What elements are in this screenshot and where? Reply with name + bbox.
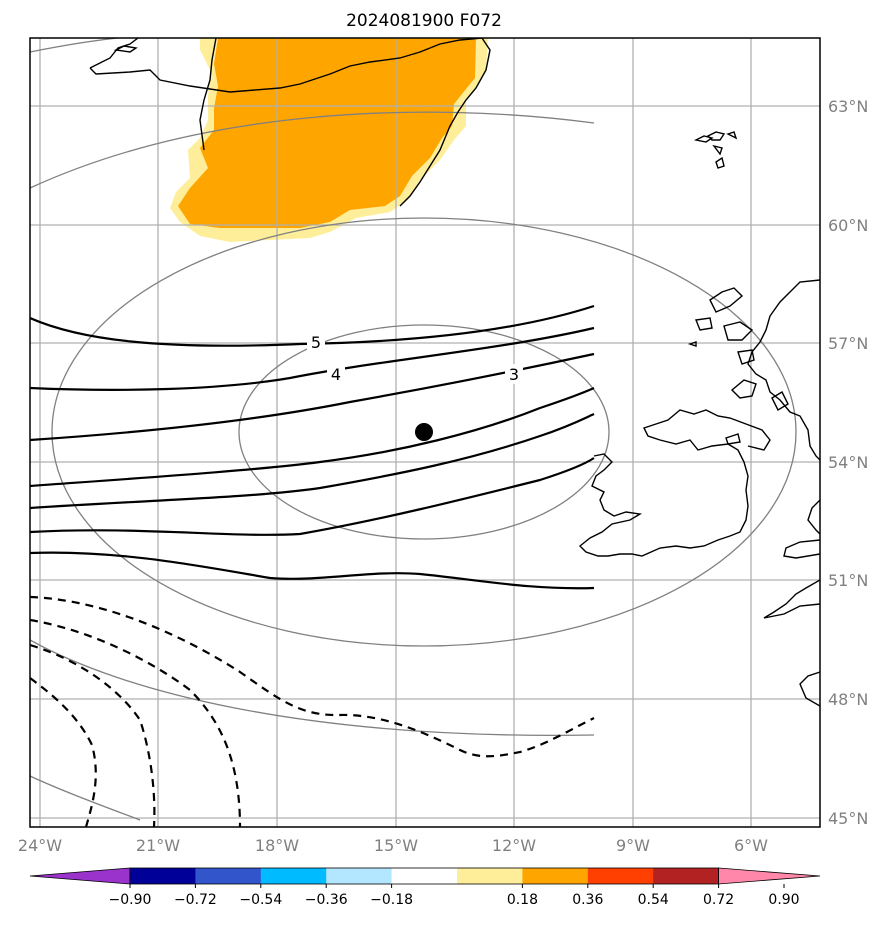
lat-label: 45°N (828, 809, 868, 828)
lon-label: 6°W (734, 836, 768, 855)
contour-5 (30, 304, 595, 347)
iceland-coast (89, 38, 483, 93)
shaded-field-orange (178, 38, 476, 228)
colorbar-extend-low (29, 867, 131, 885)
lon-label: 12°W (492, 836, 536, 855)
ireland-coast (578, 409, 771, 557)
lon-label: 15°W (374, 836, 418, 855)
colorbar-outline (129, 867, 719, 885)
gridlines (30, 38, 820, 827)
lon-label: 21°W (136, 836, 180, 855)
colorbar-tick-label: −0.72 (174, 892, 217, 908)
probability-ellipses (30, 38, 797, 821)
lat-label: 48°N (828, 690, 868, 709)
lon-label: 9°W (616, 836, 650, 855)
britain-west-coast (763, 499, 820, 707)
colorbar-segment (195, 868, 262, 884)
contour-label-3: 3 (509, 365, 519, 384)
colorbar-tick-label: −0.36 (305, 892, 348, 908)
lon-label: 24°W (18, 836, 62, 855)
dashed-contours (30, 595, 595, 827)
colorbar-segment (457, 868, 523, 884)
lon-tick-labels: 24°W 21°W 18°W 15°W 12°W 9°W 6°W (18, 836, 768, 855)
faroe-islands (693, 131, 738, 169)
contour-label-5: 5 (311, 333, 321, 352)
colorbar-tick-label: 0.36 (572, 892, 603, 908)
colorbar-tick-label: −0.18 (370, 892, 413, 908)
colorbar-segment (653, 868, 720, 884)
colorbar: −0.90 −0.72 −0.54 −0.36 −0.18 0.18 0.36 0.54 0.7… (29, 867, 821, 908)
colorbar-extend-high (718, 867, 821, 885)
colorbar-tick-label: 0.18 (507, 892, 538, 908)
lat-label: 51°N (828, 571, 868, 590)
lat-label: 54°N (828, 453, 868, 472)
coastlines (40, 38, 820, 707)
colorbar-tick-label: 0.54 (638, 892, 669, 908)
lon-label: 18°W (255, 836, 299, 855)
contour-label-4: 4 (331, 365, 341, 384)
contour-4 (30, 326, 595, 391)
lat-label: 57°N (828, 334, 868, 353)
colorbar-tick-label: 0.72 (703, 892, 734, 908)
lat-label: 60°N (828, 216, 868, 235)
colorbar-segment (391, 868, 458, 884)
lat-tick-labels: 63°N 60°N 57°N 54°N 51°N 48°N 45°N (828, 97, 868, 828)
map-frame (29, 37, 821, 828)
storm-center-marker (415, 423, 433, 441)
lat-label: 63°N (828, 97, 868, 116)
map-title: 2024081900 F072 (346, 11, 502, 31)
colorbar-segment (260, 868, 327, 884)
colorbar-tick-label: −0.54 (239, 892, 282, 908)
contour-labels: 5 4 3 (307, 333, 523, 384)
colorbar-segment (130, 868, 196, 884)
map-area (30, 38, 820, 827)
colorbar-segment (522, 868, 589, 884)
colorbar-tick-label: −0.90 (109, 892, 152, 908)
colorbar-segment (326, 868, 393, 884)
colorbar-segment (587, 868, 654, 884)
colorbar-tick-label: 0.90 (768, 892, 799, 908)
scotland-coast (687, 279, 820, 461)
